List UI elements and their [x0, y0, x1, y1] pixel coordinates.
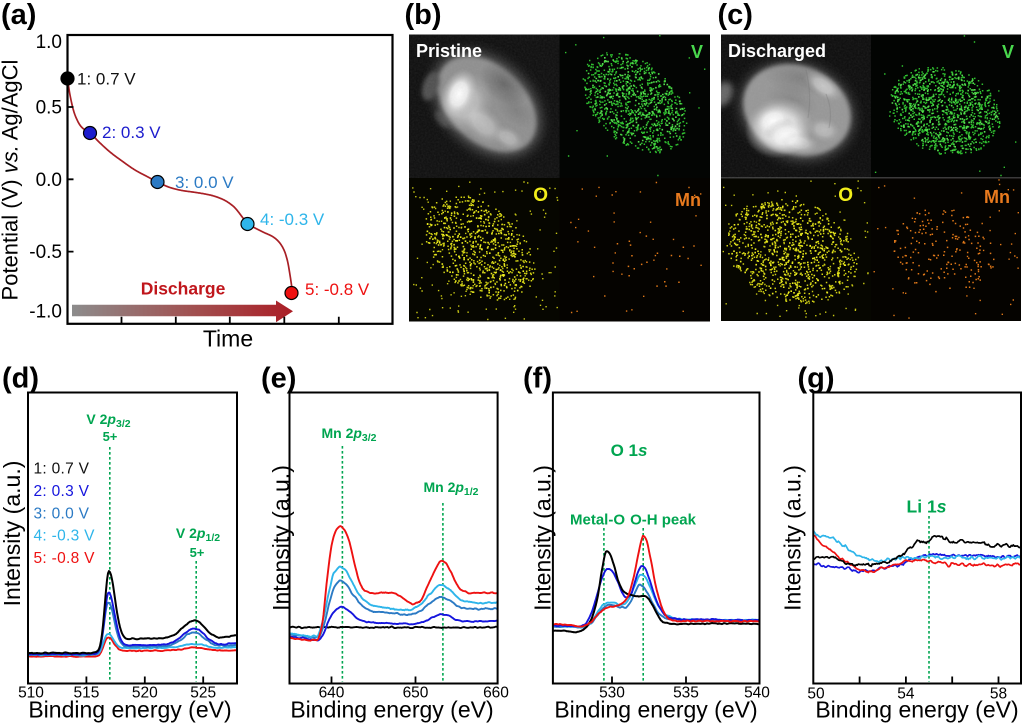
svg-text:540: 540: [744, 685, 770, 702]
svg-text:-0.5: -0.5: [29, 242, 62, 263]
svg-text:5+: 5+: [190, 545, 205, 560]
svg-text:(d): (d): [2, 363, 39, 395]
svg-text:520: 520: [132, 685, 158, 702]
svg-text:0.0: 0.0: [36, 170, 62, 191]
svg-text:-1.0: -1.0: [29, 302, 62, 323]
svg-text:(g): (g): [798, 363, 835, 395]
svg-text:1.0: 1.0: [36, 32, 62, 53]
svg-text:3: 0.0 V: 3: 0.0 V: [175, 173, 234, 192]
svg-text:Binding energy (eV): Binding energy (eV): [554, 697, 757, 723]
svg-text:5: -0.8 V: 5: -0.8 V: [34, 550, 96, 567]
svg-text:Li 1s: Li 1s: [907, 497, 947, 517]
svg-text:(f): (f): [523, 363, 552, 395]
svg-text:1: 0.7 V: 1: 0.7 V: [77, 70, 136, 89]
svg-text:O: O: [533, 185, 548, 206]
svg-text:Intensity (a.u.): Intensity (a.u.): [530, 465, 556, 611]
svg-text:650: 650: [403, 685, 429, 702]
svg-text:V: V: [1002, 42, 1014, 62]
svg-text:Discharged: Discharged: [728, 41, 826, 61]
svg-text:50: 50: [807, 686, 825, 703]
svg-text:525: 525: [190, 685, 216, 702]
svg-text:(b): (b): [405, 0, 442, 31]
svg-text:535: 535: [673, 685, 699, 702]
svg-text:0.5: 0.5: [36, 98, 62, 119]
svg-text:515: 515: [73, 685, 99, 702]
svg-text:58: 58: [990, 686, 1007, 703]
svg-text:1: 0.7 V: 1: 0.7 V: [34, 461, 90, 478]
svg-text:Metal-O: Metal-O: [570, 512, 625, 529]
svg-text:Binding energy (eV): Binding energy (eV): [815, 697, 1018, 723]
svg-text:V: V: [691, 42, 703, 62]
svg-text:(c): (c): [718, 0, 753, 31]
svg-text:O-H peak: O-H peak: [630, 512, 697, 529]
svg-text:530: 530: [599, 685, 625, 702]
svg-text:Mn: Mn: [984, 187, 1010, 207]
svg-text:3: 0.0 V: 3: 0.0 V: [34, 505, 90, 522]
svg-text:2: 0.3 V: 2: 0.3 V: [34, 483, 90, 500]
svg-text:O 1s: O 1s: [611, 441, 648, 460]
svg-text:660: 660: [483, 685, 509, 702]
svg-text:4: -0.3 V: 4: -0.3 V: [34, 528, 96, 545]
svg-text:Pristine: Pristine: [416, 41, 482, 61]
svg-text:640: 640: [319, 685, 345, 702]
svg-text:5: -0.8 V: 5: -0.8 V: [305, 280, 370, 299]
svg-text:510: 510: [18, 685, 44, 702]
svg-text:Discharge: Discharge: [141, 279, 226, 299]
svg-text:Intensity (a.u.): Intensity (a.u.): [0, 461, 25, 607]
svg-text:Mn: Mn: [675, 190, 701, 210]
svg-text:Binding energy (eV): Binding energy (eV): [28, 697, 231, 723]
svg-text:Intensity (a.u.): Intensity (a.u.): [780, 465, 806, 611]
svg-text:4: -0.3 V: 4: -0.3 V: [260, 210, 325, 229]
svg-text:Time: Time: [203, 326, 253, 352]
svg-text:2: 0.3 V: 2: 0.3 V: [102, 123, 161, 142]
svg-text:5+: 5+: [103, 429, 118, 444]
svg-text:(a): (a): [1, 0, 36, 31]
svg-text:Binding energy (eV): Binding energy (eV): [290, 697, 493, 723]
svg-text:Intensity (a.u.): Intensity (a.u.): [268, 465, 294, 611]
svg-text:54: 54: [897, 686, 915, 703]
svg-text:O: O: [838, 185, 853, 206]
svg-text:Potential (V) vs. Ag/AgCl: Potential (V) vs. Ag/AgCl: [0, 60, 23, 301]
svg-text:(e): (e): [261, 363, 296, 395]
